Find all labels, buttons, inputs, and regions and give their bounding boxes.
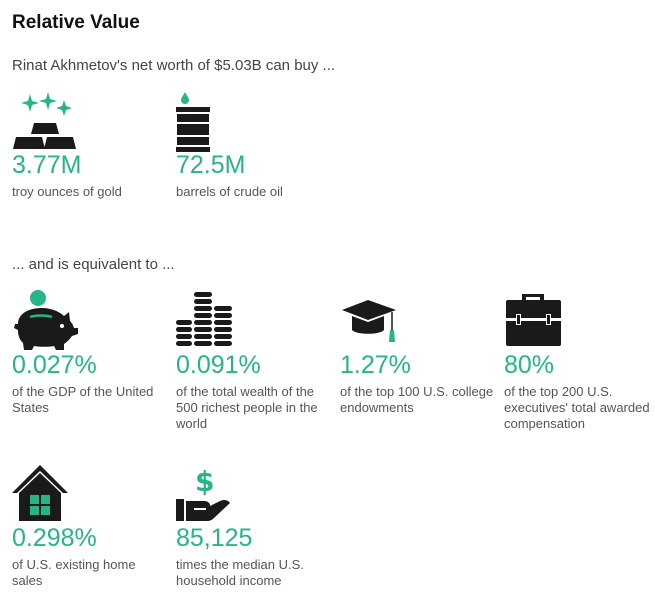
stat-value: 0.091%	[176, 351, 261, 379]
gold-bars-icon	[13, 92, 76, 149]
stat-item-executive-pay: 80% of the top 200 U.S. executives' tota…	[504, 290, 652, 432]
stat-item-endowments: 1.27% of the top 100 U.S. college endowm…	[340, 290, 495, 416]
house-icon	[12, 465, 68, 521]
stat-description: of U.S. existing home sales	[12, 557, 136, 588]
stat-value: 72.5M	[176, 151, 246, 179]
stat-description: barrels of crude oil	[176, 184, 283, 199]
stat-item-richest-500: 0.091% of the total wealth of the 500 ri…	[176, 290, 331, 432]
stat-item-gold: 3.77M troy ounces of gold	[12, 90, 167, 200]
hand-dollar-icon: $	[176, 465, 230, 521]
oil-barrel-icon	[176, 92, 210, 152]
stat-description: of the top 100 U.S. college endowments	[340, 384, 494, 415]
stat-item-home-sales: 0.298% of U.S. existing home sales	[12, 463, 167, 589]
coin-stacks-icon	[176, 292, 232, 346]
piggy-bank-icon	[14, 290, 78, 350]
buy-intro: Rinat Akhmetov's net worth of $5.03B can…	[12, 57, 336, 74]
stat-value: 0.027%	[12, 351, 97, 379]
equivalent-intro: ... and is equivalent to ...	[12, 256, 175, 273]
page-title: Relative Value	[12, 12, 140, 33]
stat-description: of the total wealth of the 500 richest p…	[176, 384, 318, 431]
stat-value: 3.77M	[12, 151, 82, 179]
graduation-cap-icon	[342, 300, 396, 342]
stat-item-oil: 72.5M barrels of crude oil	[176, 90, 331, 200]
stat-value: 1.27%	[340, 351, 411, 379]
stat-description: of the GDP of the United States	[12, 384, 154, 415]
stat-item-household-income: $ 85,125 times the median U.S. household…	[176, 463, 331, 589]
briefcase-icon	[506, 294, 561, 346]
stat-description: of the top 200 U.S. executives' total aw…	[504, 384, 650, 431]
stat-item-gdp: 0.027% of the GDP of the United States	[12, 290, 167, 416]
stat-value: 80%	[504, 351, 555, 379]
stat-description: troy ounces of gold	[12, 184, 122, 199]
stat-value: 0.298%	[12, 524, 97, 552]
stat-description: times the median U.S. household income	[176, 557, 304, 588]
svg-text:$: $	[195, 465, 214, 498]
stat-value: 85,125	[176, 524, 253, 552]
